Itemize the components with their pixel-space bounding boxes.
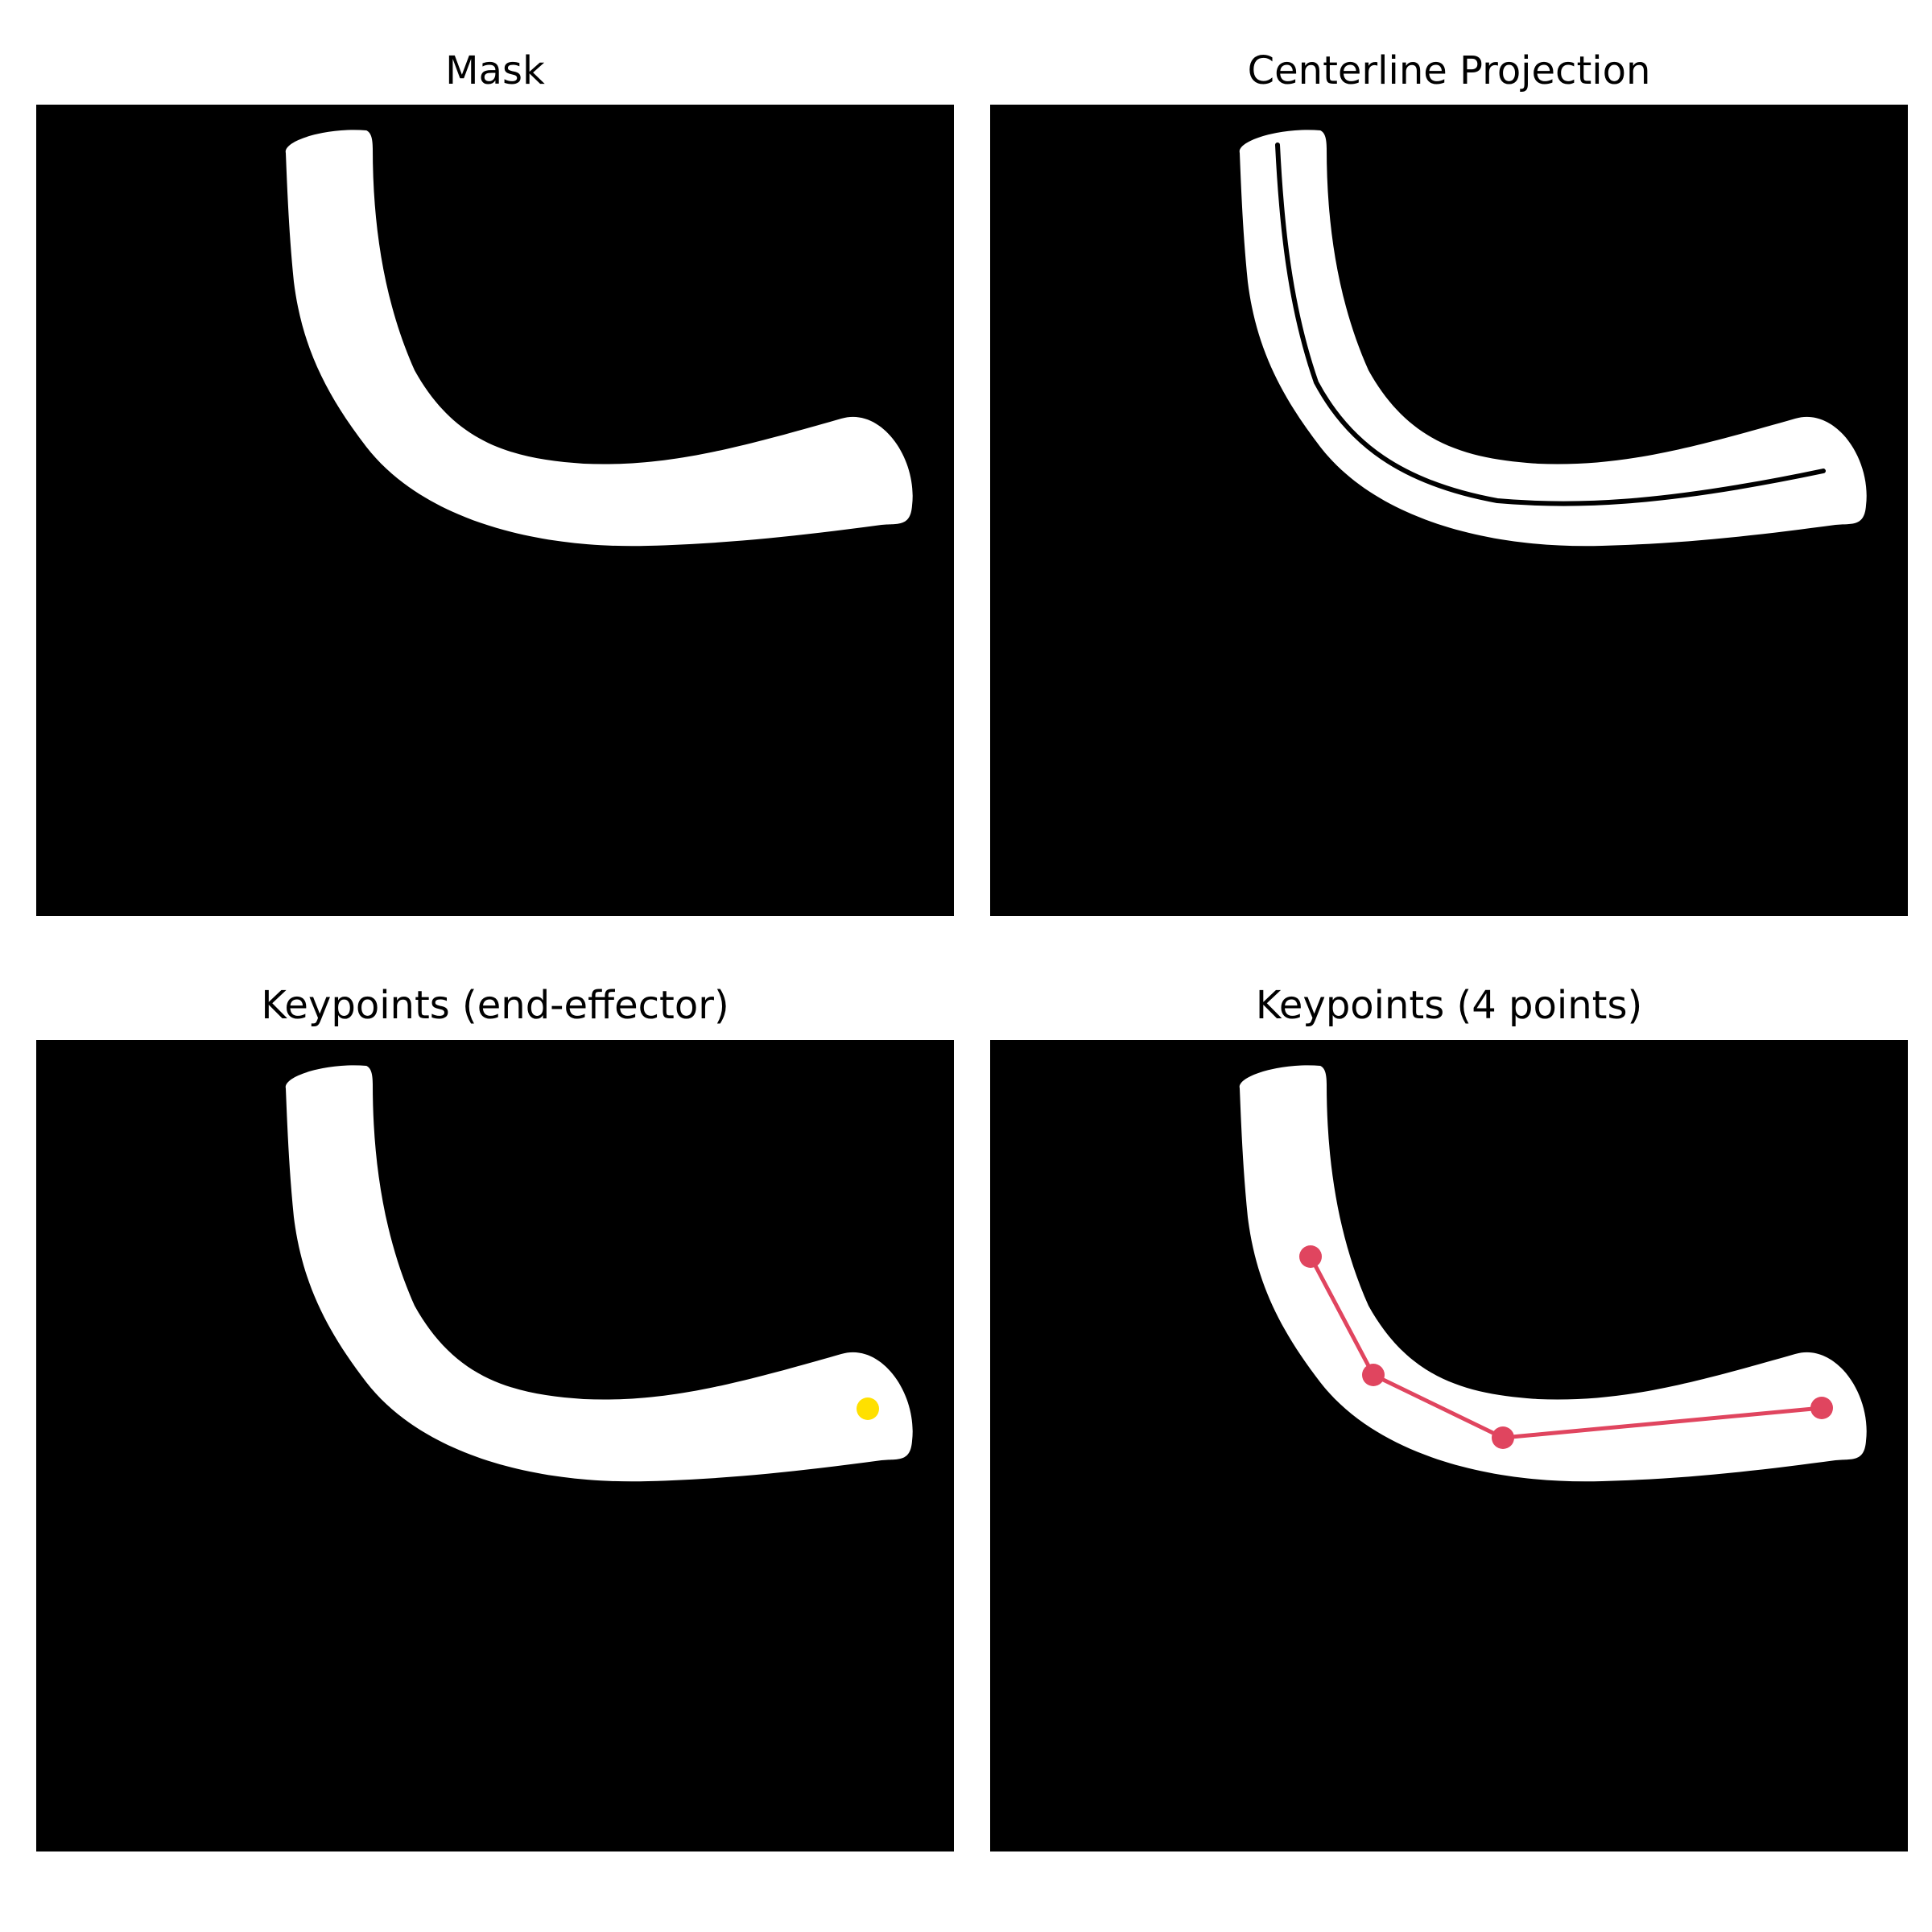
centerline-panel: [990, 105, 1908, 916]
centerline-curve: [1275, 142, 1826, 506]
end-effector-image: [36, 1040, 954, 1852]
keypoint-connector-line: [1308, 1255, 1823, 1440]
panel-title-centerline: Centerline Projection: [1247, 48, 1651, 93]
keypoint-1: [1299, 1245, 1322, 1268]
mask-panel: [36, 105, 954, 916]
four-points-image: [990, 1040, 1908, 1852]
keypoint-4: [1810, 1397, 1833, 1419]
panel-title-four-points: Keypoints (4 points): [1255, 983, 1643, 1028]
panel-title-mask: Mask: [445, 48, 545, 93]
keypoint-3: [1492, 1426, 1514, 1449]
centerline-image: [990, 105, 1908, 916]
end-effector-panel: [36, 1040, 954, 1852]
panel-title-end-effector: Keypoints (end-effector): [261, 983, 729, 1028]
tube-mask-shape: [1239, 130, 1867, 547]
tube-mask-shape: [285, 1065, 913, 1482]
tube-mask-shape: [1239, 1065, 1867, 1482]
four-points-panel: [990, 1040, 1908, 1852]
mask-image: [36, 105, 954, 916]
end-effector-keypoint: [857, 1397, 879, 1420]
tube-mask-shape: [285, 130, 913, 547]
keypoint-2: [1362, 1364, 1385, 1386]
